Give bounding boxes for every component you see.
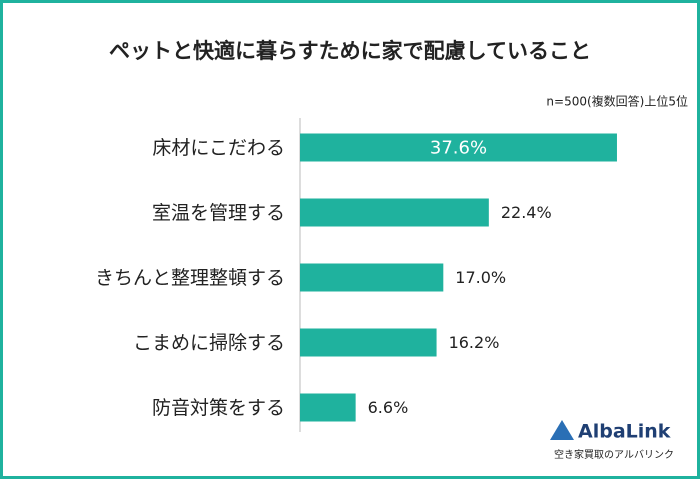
y-tick-label: 室温を管理する [152, 202, 285, 224]
bar [300, 328, 437, 357]
y-tick-label: 床材にこだわる [152, 137, 285, 159]
y-tick-label: きちんと整理整頓する [95, 267, 285, 289]
logo-icon [550, 420, 574, 440]
y-tick-label: 防音対策をする [152, 397, 285, 419]
logo-tagline: 空き家買取のアルバリンク [554, 448, 674, 461]
bar [300, 133, 617, 162]
bar [300, 198, 489, 227]
logo-name: AlbaLink [578, 421, 671, 443]
chart-title: ペットと快適に暮らすために家で配慮していること [109, 39, 591, 63]
bar [300, 263, 444, 292]
y-tick-label: こまめに掃除する [133, 332, 285, 354]
data-label: 16.2% [449, 333, 500, 352]
data-label: 6.6% [368, 398, 409, 417]
data-label: 37.6% [430, 138, 487, 159]
data-label: 22.4% [501, 203, 552, 222]
logo: AlbaLink 空き家買取のアルバリンク [550, 420, 674, 461]
chart-subtitle: n=500(複数回答)上位5位 [546, 94, 688, 109]
bar [300, 393, 356, 422]
data-label: 17.0% [455, 268, 506, 287]
